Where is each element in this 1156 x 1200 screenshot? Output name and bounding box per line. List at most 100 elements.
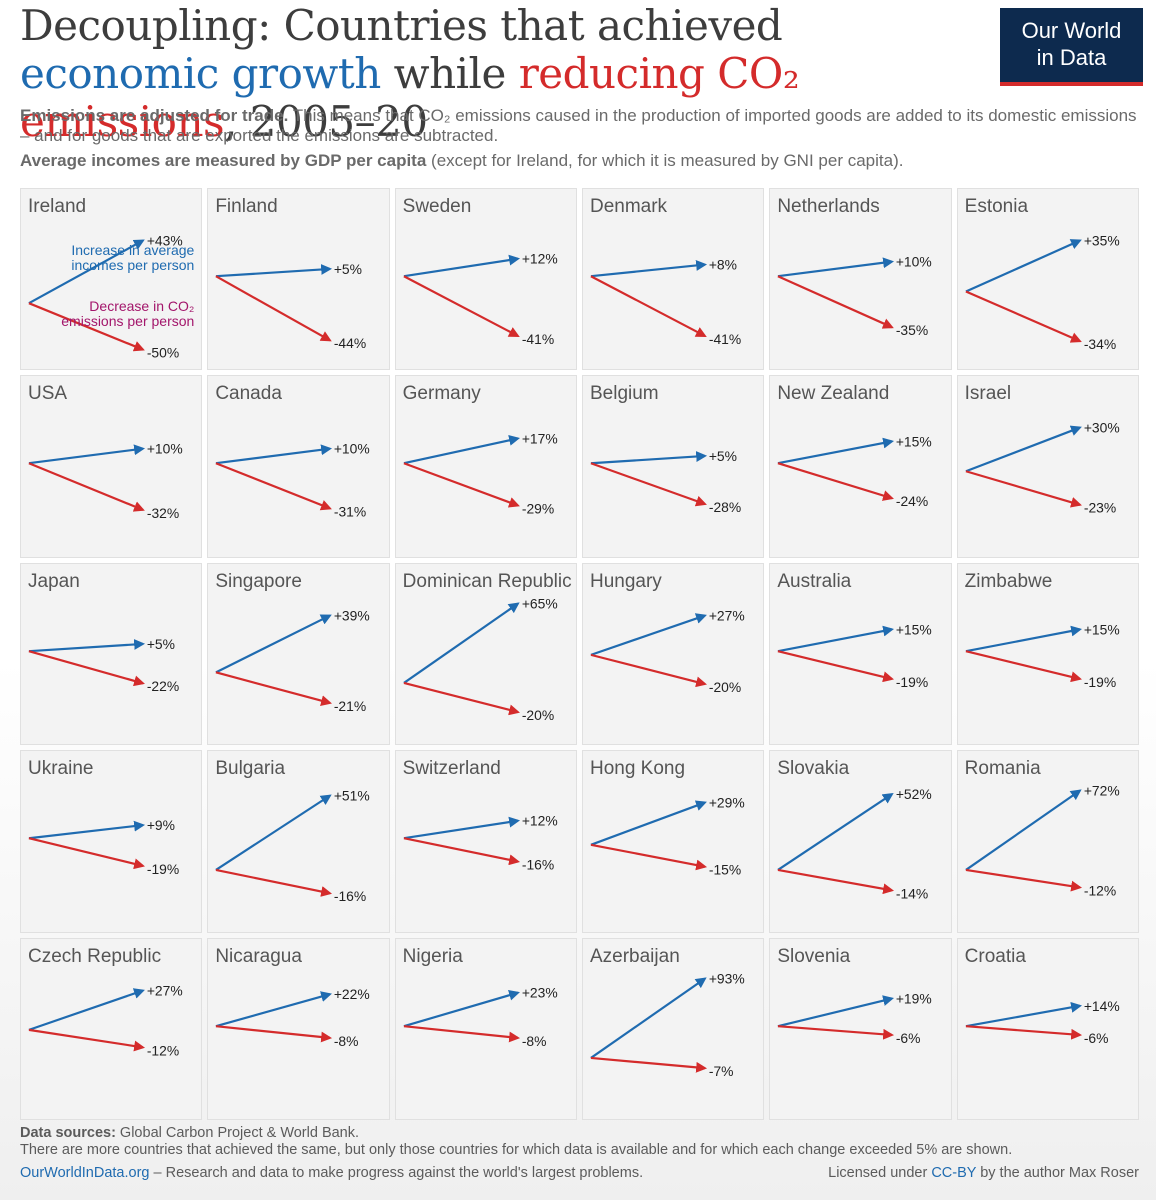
subtitle-trade-bold: Emissions are adjusted for trade. <box>20 106 289 125</box>
title-part2: while <box>380 49 519 98</box>
country-name: Netherlands <box>777 196 880 217</box>
panel-nigeria: +23% -8% Nigeria <box>394 937 577 1120</box>
income-change-label: +15% <box>1083 621 1119 637</box>
income-arrow <box>403 816 520 840</box>
panel-japan: +5% -22% Japan <box>20 562 203 746</box>
panel-azerbaijan: +93% -7% Azerbaijan <box>581 937 765 1120</box>
footer-license-link[interactable]: CC-BY <box>931 1165 977 1181</box>
panel-chart: +15% -19% <box>965 621 1119 690</box>
income-change-label: +15% <box>896 434 932 450</box>
co2-arrow <box>28 837 145 870</box>
panel-chart: +93% -7% <box>590 970 745 1079</box>
income-arrow <box>403 254 520 278</box>
panel-chart: +5% -22% <box>28 636 179 694</box>
co2-arrow <box>965 1024 1082 1040</box>
co2-change-label: -19% <box>896 674 928 690</box>
co2-change-label: -8% <box>521 1032 546 1048</box>
panel-chart: +8% -41% <box>590 257 741 347</box>
title-reducing-co2: reducing CO₂ emissions <box>20 49 800 146</box>
country-name: Belgium <box>589 383 659 405</box>
co2-change-label: -6% <box>1083 1029 1108 1045</box>
country-name: Israel <box>964 383 1012 405</box>
co2-arrow <box>216 1024 333 1043</box>
co2-change-label: -20% <box>521 707 553 723</box>
co2-change-label: -19% <box>1083 674 1115 690</box>
co2-change-label: -35% <box>896 322 928 338</box>
panel-chart: +39% -21% <box>215 607 370 714</box>
co2-arrow <box>403 837 520 866</box>
income-arrow <box>216 264 333 278</box>
co2-change-label: -50% <box>147 344 179 360</box>
panel-slovenia: +19% -6% Slovenia <box>769 937 952 1120</box>
income-change-label: +8% <box>709 257 737 273</box>
panel-chart: +15% -24% <box>777 434 932 510</box>
income-change-label: +5% <box>709 448 737 464</box>
income-arrow <box>28 239 145 305</box>
income-arrow <box>590 451 708 465</box>
income-change-label: +5% <box>334 261 362 277</box>
co2-arrow <box>777 275 895 329</box>
panel-zimbabwe: +15% -19% Zimbabwe <box>956 562 1139 746</box>
co2-change-label: -29% <box>521 501 553 517</box>
country-name: Ireland <box>28 196 87 217</box>
co2-arrow <box>965 290 1082 343</box>
panel-netherlands: +10% -35% Netherlands <box>769 188 952 371</box>
co2-arrow <box>215 671 333 706</box>
annotation-decrease: Decrease in CO₂ emissions per person <box>61 298 195 329</box>
panel-israel: +30% -23% Israel <box>956 375 1139 558</box>
co2-arrow <box>28 302 145 352</box>
country-name: Slovenia <box>777 945 851 967</box>
country-name: Ukraine <box>28 758 94 780</box>
panel-czech-republic: +27% -12% Czech Republic <box>20 937 203 1120</box>
income-arrow <box>778 625 895 653</box>
co2-change-label: -14% <box>896 885 928 901</box>
income-arrow <box>403 989 520 1027</box>
income-change-label: +10% <box>896 254 932 270</box>
panel-bulgaria: +51% -16% Bulgaria <box>207 750 390 933</box>
income-change-label: +22% <box>334 986 370 1002</box>
income-arrow <box>403 435 520 465</box>
co2-arrow <box>215 462 333 511</box>
income-arrow <box>778 438 895 465</box>
title-part3: , 2005–20 <box>224 97 428 146</box>
country-name: New Zealand <box>777 383 890 405</box>
co2-arrow <box>403 462 520 508</box>
panel-australia: +15% -19% Australia <box>769 562 952 746</box>
panel-chart: +5% -44% <box>215 261 367 351</box>
panel-chart: +14% -6% <box>965 997 1119 1045</box>
co2-arrow <box>590 653 707 687</box>
footer-note: There are more countries that achieved t… <box>20 1142 1013 1158</box>
panel-chart: +30% -23% <box>965 420 1119 516</box>
panel-chart: +29% -15% <box>590 795 745 878</box>
country-name: Nicaragua <box>215 945 302 967</box>
panel-chart: +35% -34% <box>965 232 1119 352</box>
panel-hungary: +27% -20% Hungary <box>581 562 765 746</box>
country-name: Hungary <box>589 570 662 592</box>
panel-chart: +65% -20% <box>402 595 557 723</box>
income-change-label: +12% <box>521 251 557 267</box>
co2-change-label: -12% <box>147 1042 179 1058</box>
country-name: Canada <box>215 383 282 405</box>
panel-nicaragua: +22% -8% Nicaragua <box>207 937 390 1120</box>
income-change-label: +23% <box>521 984 557 1000</box>
panel-chart: +15% -19% <box>777 621 932 690</box>
panel-chart: +23% -8% <box>403 984 557 1048</box>
country-name: Japan <box>28 570 80 592</box>
co2-arrow <box>965 470 1082 508</box>
co2-change-label: -44% <box>334 335 366 351</box>
panel-chart: +5% -28% <box>590 448 741 515</box>
panel-chart: +12% -41% <box>403 251 557 347</box>
income-change-label: +93% <box>709 970 745 986</box>
owid-logo[interactable]: Our World in Data <box>1000 8 1143 86</box>
country-name: Romania <box>964 758 1041 780</box>
income-change-label: +14% <box>1083 997 1119 1013</box>
panel-chart: +10% -31% <box>215 441 370 520</box>
footer-license-post: by the author Max Roser <box>976 1165 1139 1181</box>
income-change-label: +15% <box>896 621 932 637</box>
footer-site-line: OurWorldInData.org – Research and data t… <box>20 1165 1140 1182</box>
panel-croatia: +14% -6% Croatia <box>956 937 1139 1120</box>
footer-site-link[interactable]: OurWorldInData.org <box>20 1165 150 1181</box>
co2-arrow <box>590 275 707 337</box>
country-name: Bulgaria <box>215 758 286 780</box>
country-name: Switzerland <box>402 758 501 780</box>
